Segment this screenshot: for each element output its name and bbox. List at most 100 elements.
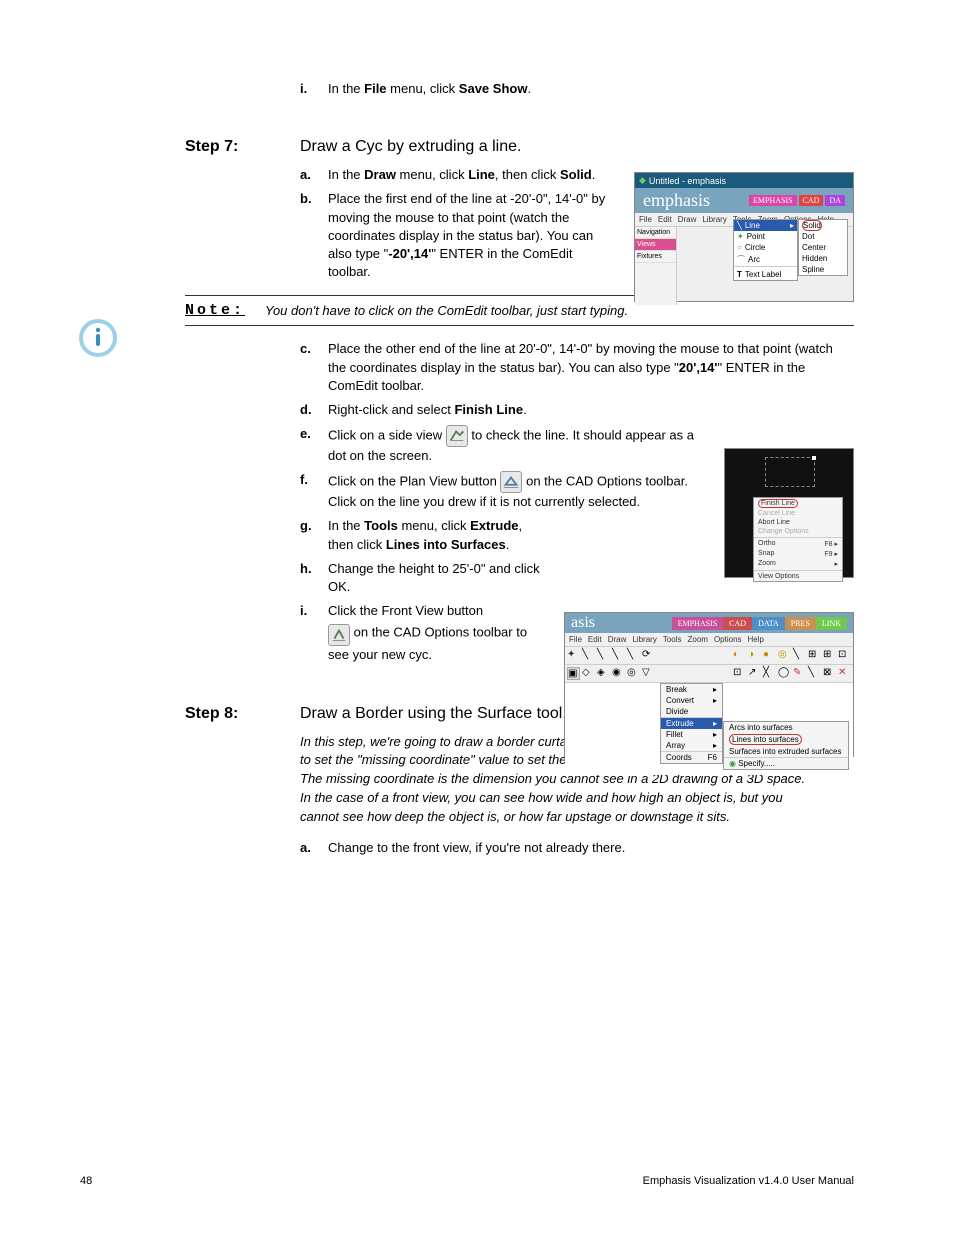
toolbar-icon[interactable]: ⊞ [808,649,821,662]
extrude-surfaces[interactable]: Surfaces into extruded surfaces [724,746,848,757]
tab-data[interactable]: DA [825,195,845,206]
menu-item-textlabel[interactable]: TText Label [734,269,797,280]
tab-cad[interactable]: CAD [799,195,824,206]
ctx-cancel-line: Cancel Line [754,509,842,518]
ctx-abort-line[interactable]: Abort Line [754,518,842,527]
mode-tab[interactable]: PRES [785,617,816,630]
step7-h: h. Change the height to 25'-0" and click… [300,560,544,596]
toolbar-icon[interactable]: ◉ [612,667,625,680]
menu-item-circle[interactable]: ○Circle [734,242,797,253]
menubar: File Edit Draw Library Tools Zoom Option… [565,633,853,647]
tools-coords[interactable]: CoordsF6 [661,752,722,763]
line-submenu: Solid Dot Center Hidden Spline [798,219,848,276]
toolbar-icon[interactable]: ⊠ [823,667,836,680]
tools-fillet[interactable]: Fillet▸ [661,729,722,740]
menu-library[interactable]: Library [632,635,656,644]
screenshot-context-menu: Finish Line Cancel Line Abort Line Chang… [724,448,854,578]
toolbar-icon[interactable]: ◇ [582,667,595,680]
tab-emphasis[interactable]: EMPHASIS [749,195,797,206]
extrude-lines[interactable]: Lines into surfaces [724,733,848,746]
tools-array[interactable]: Array▸ [661,740,722,751]
toolbar-icon[interactable]: ⊡ [733,667,746,680]
tools-extrude[interactable]: Extrude▸ [661,718,722,729]
ctx-ortho[interactable]: OrthoF8 ▸ [754,539,842,549]
toolbar-icon[interactable]: ◈ [597,667,610,680]
toolbar-icon[interactable]: ▽ [642,667,655,680]
context-menu: Finish Line Cancel Line Abort Line Chang… [753,497,843,582]
toolbar-icon[interactable]: ⊞ [823,649,836,662]
menu-tools[interactable]: Tools [663,635,682,644]
tools-break[interactable]: Break▸ [661,684,722,695]
step7-g: g. In the Tools menu, click Extrude, the… [300,517,544,553]
submenu-hidden[interactable]: Hidden [799,253,847,264]
plan-view-icon [500,471,522,493]
toolbar-icon[interactable]: ◎ [778,649,791,662]
menu-file[interactable]: File [639,215,652,224]
ctx-view-options[interactable]: View Options [754,572,842,581]
toolbar-icon[interactable]: ╲ [808,667,821,680]
toolbar-icon[interactable]: ╲ [597,649,610,662]
submenu-solid[interactable]: Solid [799,220,847,231]
tools-divide[interactable]: Divide [661,706,722,717]
tools-dropdown: Break▸ Convert▸ Divide Extrude▸ Fillet▸ … [660,683,723,764]
toolbar-icon[interactable]: ✦ [567,649,580,662]
toolbar-icon[interactable]: ⊡ [838,649,851,662]
toolbar-icon[interactable]: ● [763,649,776,662]
menu-item-point[interactable]: ✦Point [734,231,797,242]
menu-draw[interactable]: Draw [678,215,697,224]
extrude-specify[interactable]: ◉ Specify..... [724,758,848,769]
step7-e: e. Click on a side view to check the lin… [300,425,694,465]
mode-tab[interactable]: EMPHASIS [672,617,724,630]
side-views[interactable]: Views [635,239,676,251]
side-fixtures[interactable]: Fixtures [635,251,676,263]
mode-tab[interactable]: DATA [752,617,785,630]
toolbar-row-1: ✦ ╲ ╲ ╲ ╲ ⟳ ◐ ◑ ● ◎ ╲ ⊞ ⊞ ⊡ [565,647,853,665]
tools-convert[interactable]: Convert▸ [661,695,722,706]
app-icon: ◆ [639,175,646,186]
submenu-dot[interactable]: Dot [799,231,847,242]
extrude-submenu: Arcs into surfaces Lines into surfaces S… [723,721,849,770]
toolbar-icon[interactable]: ⟳ [642,649,655,662]
side-nav[interactable]: Navigation [635,227,676,239]
step7-i: i. Click the Front View button on the CA… [300,602,544,664]
menu-edit[interactable]: Edit [658,215,672,224]
step7-f: f. Click on the Plan View button on the … [300,471,694,511]
toolbar-icon[interactable]: ↗ [748,667,761,680]
submenu-spline[interactable]: Spline [799,264,847,275]
toolbar-icon[interactable]: ╳ [763,667,776,680]
menu-edit[interactable]: Edit [588,635,602,644]
ctx-zoom[interactable]: Zoom▸ [754,559,842,569]
menu-help[interactable]: Help [748,635,764,644]
front-view-icon [328,624,350,646]
toolbar-icon[interactable]: ╲ [582,649,595,662]
step-title: Draw a Border using the Surface tool. [300,705,567,723]
toolbar-icon[interactable]: ╲ [627,649,640,662]
ctx-change-options: Change Options [754,527,842,536]
page-number: 48 [80,1175,92,1187]
menu-options[interactable]: Options [714,635,742,644]
menu-draw[interactable]: Draw [608,635,627,644]
step-title: Draw a Cyc by extruding a line. [300,138,521,156]
toolbar-icon[interactable]: ╲ [612,649,625,662]
toolbar-icon[interactable]: ◎ [627,667,640,680]
toolbar-icon[interactable]: ▣ [567,667,580,680]
menu-library[interactable]: Library [702,215,726,224]
toolbar-icon[interactable]: ✎ [793,667,806,680]
menu-item-arc[interactable]: ⌒Arc [734,253,797,266]
mode-tab[interactable]: CAD [723,617,752,630]
menu-file[interactable]: File [569,635,582,644]
toolbar-icon[interactable]: ◯ [778,667,791,680]
mode-tab[interactable]: LINK [816,617,847,630]
extrude-arcs[interactable]: Arcs into surfaces [724,722,848,733]
window-titlebar: ◆ Untitled - emphasis [635,173,853,188]
toolbar-icon[interactable]: ◐ [733,649,746,662]
ctx-finish-line[interactable]: Finish Line [754,498,842,509]
toolbar-icon[interactable]: ◑ [748,649,761,662]
submenu-center[interactable]: Center [799,242,847,253]
menu-zoom[interactable]: Zoom [688,635,708,644]
toolbar-icon[interactable]: ╲ [793,649,806,662]
toolbar-icon[interactable]: ✕ [838,667,851,680]
menu-item-line[interactable]: ╲Line▸ [734,220,797,231]
side-panel: Navigation Views Fixtures [635,227,677,305]
ctx-snap[interactable]: SnapF9 ▸ [754,549,842,559]
